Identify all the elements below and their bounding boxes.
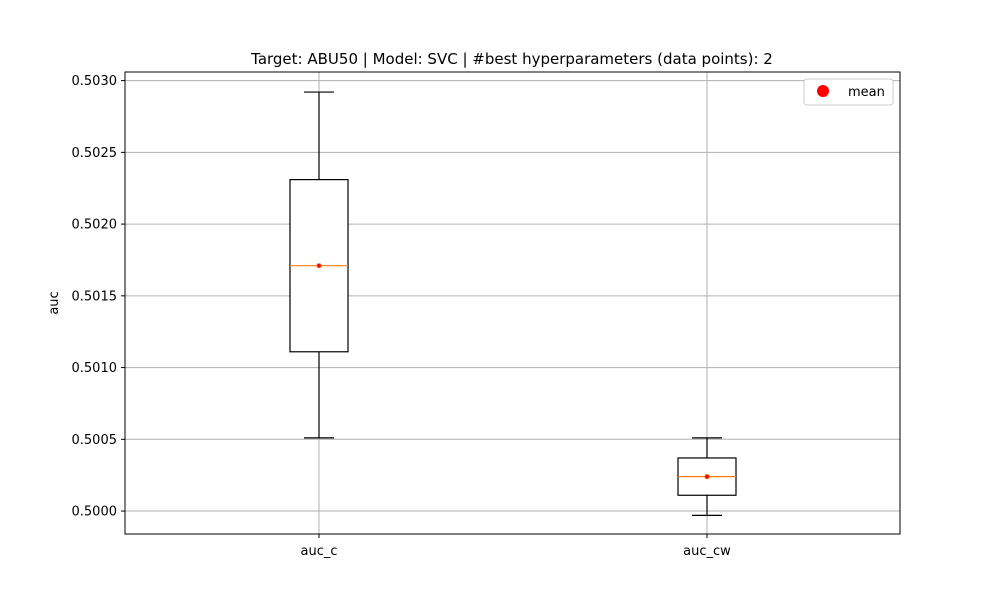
box-auc_cw [677, 437, 737, 516]
chart-title: Target: ABU50 | Model: SVC | #best hyper… [250, 50, 773, 68]
y-tick-label: 0.5010 [72, 361, 118, 376]
y-tick-label: 0.5015 [72, 289, 118, 304]
x-tick-label: auc_cw [683, 544, 731, 559]
plot-area-frame [124, 71, 901, 535]
box-auc_c [289, 91, 349, 439]
y-tick-label: 0.5020 [72, 218, 118, 233]
mean-marker [316, 263, 322, 269]
mean-marker [704, 474, 710, 480]
legend-box [803, 78, 894, 106]
y-tick-label: 0.5030 [72, 74, 118, 89]
y-axis-ticks: 0.5000 0.5005 0.5010 0.5015 0.5020 0.5025 0.50… [72, 74, 125, 520]
legend: mean [803, 78, 894, 106]
legend-mean-marker [817, 85, 829, 97]
y-axis-label: auc [47, 291, 62, 314]
legend-mean-label: mean [848, 85, 885, 100]
y-tick-label: 0.5005 [72, 433, 118, 448]
y-tick-label: 0.5025 [72, 146, 118, 161]
x-axis-ticks: auc_c auc_cw [300, 534, 731, 559]
y-tick-label: 0.5000 [72, 505, 118, 520]
boxes-group [289, 91, 737, 516]
x-tick-label: auc_c [300, 544, 337, 559]
